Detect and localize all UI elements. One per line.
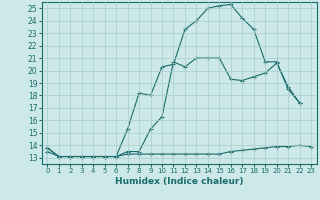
X-axis label: Humidex (Indice chaleur): Humidex (Indice chaleur): [115, 177, 244, 186]
